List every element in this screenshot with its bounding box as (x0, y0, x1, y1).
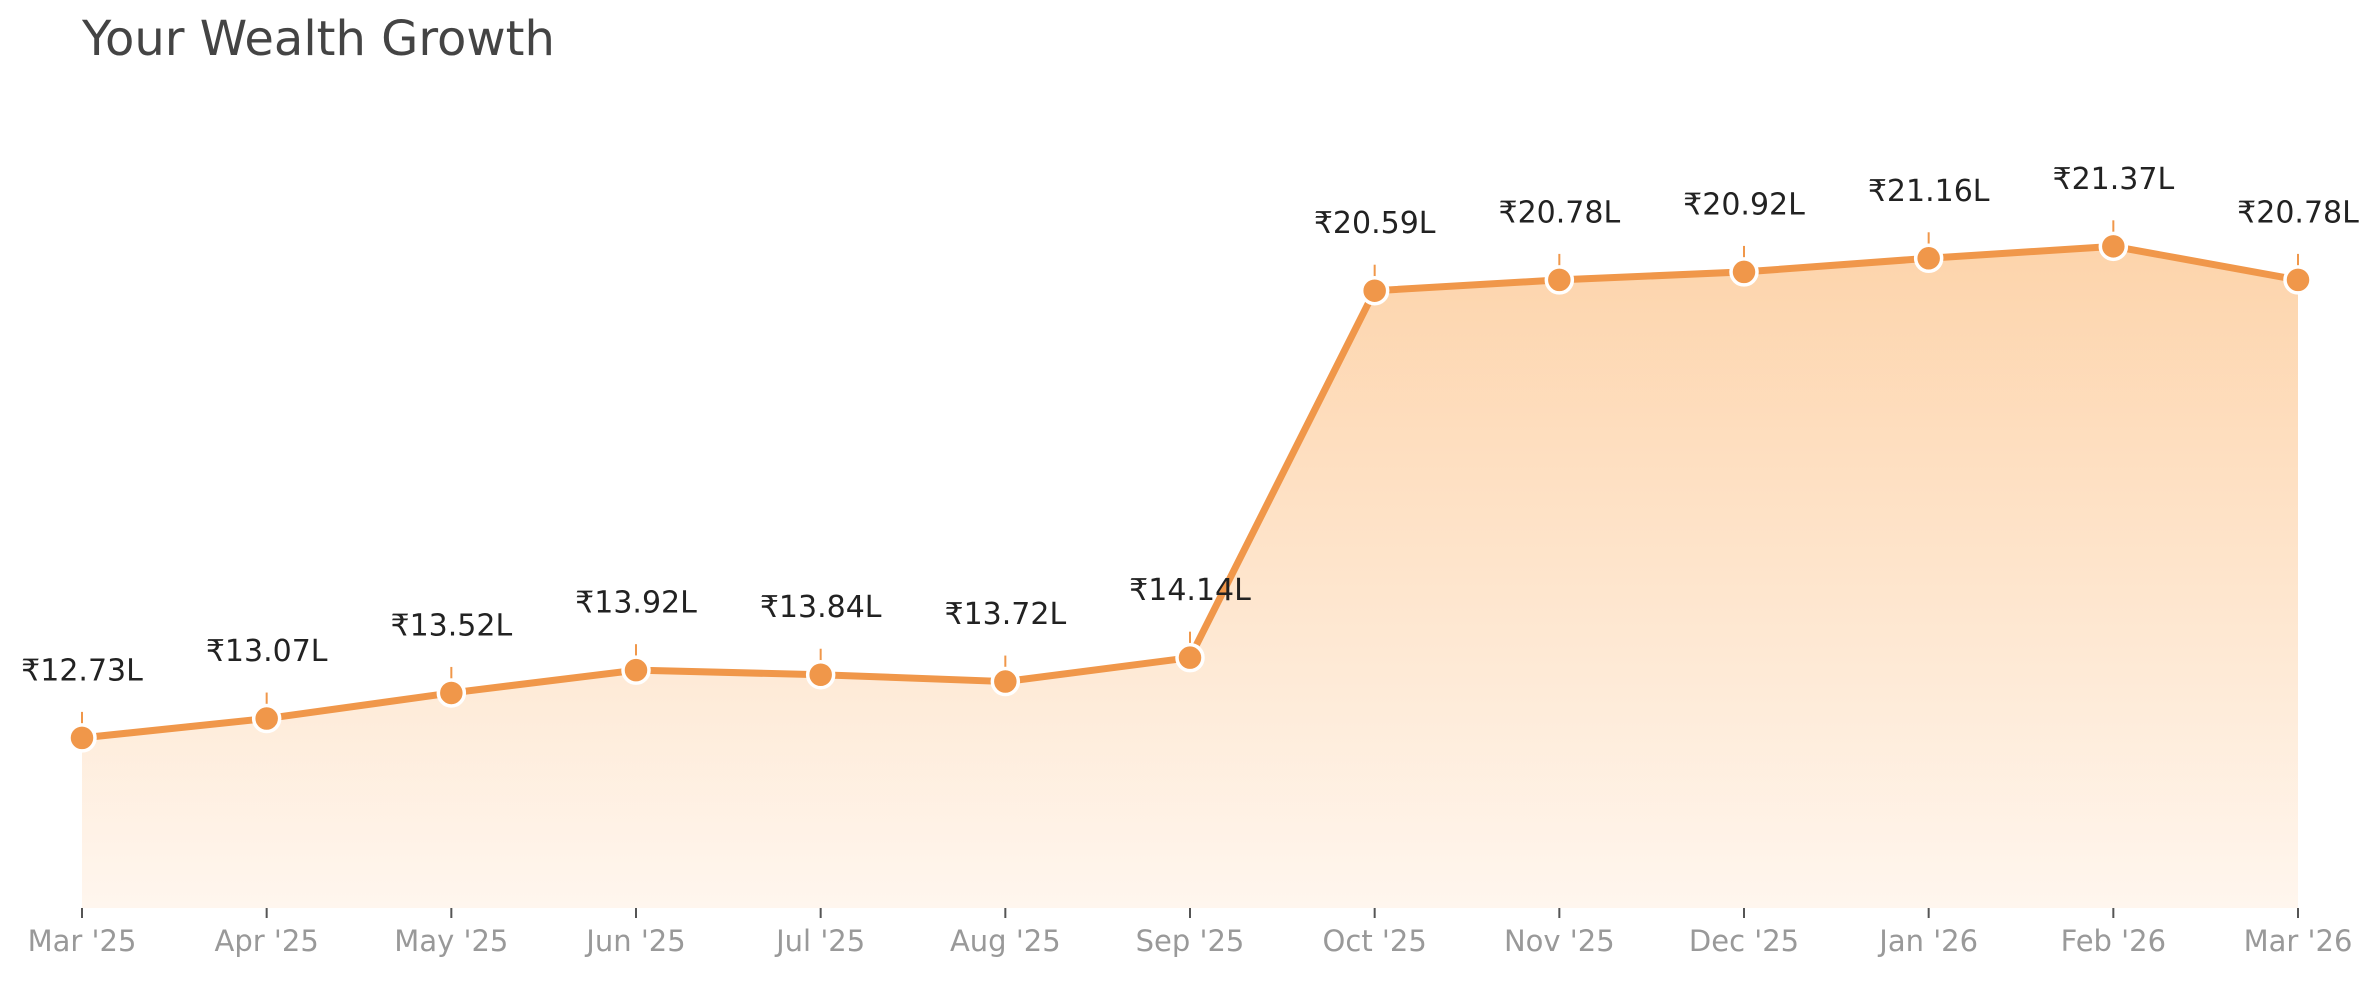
x-tick-label: May '25 (394, 924, 508, 958)
x-tick-label: Aug '25 (950, 924, 1061, 958)
area-fill (82, 246, 2298, 908)
x-tick-label: Feb '26 (2061, 924, 2166, 958)
x-tick-label: Sep '25 (1136, 924, 1245, 958)
value-label: ₹14.14L (1129, 573, 1251, 608)
x-tick-label: Dec '25 (1689, 924, 1799, 958)
point (621, 655, 651, 685)
x-tick-label: Jul '25 (774, 924, 865, 958)
point (1359, 275, 1390, 306)
point (1544, 265, 1575, 295)
value-label: ₹13.72L (944, 597, 1066, 632)
x-tick-label: Mar '25 (28, 924, 137, 958)
x-tick-label: Apr '25 (215, 924, 319, 958)
point (251, 703, 282, 734)
value-label: ₹13.52L (390, 608, 512, 643)
point (805, 659, 836, 690)
point (1729, 257, 1759, 287)
x-tick-label: Nov '25 (1504, 924, 1615, 958)
value-label: ₹20.78L (1498, 195, 1620, 230)
point (2098, 231, 2129, 262)
x-tick-label: Jan '26 (1877, 924, 1978, 958)
value-label: ₹12.73L (21, 653, 143, 688)
point (2283, 265, 2313, 295)
value-label: ₹20.78L (2237, 195, 2359, 230)
value-label: ₹13.92L (575, 586, 697, 621)
x-tick-label: Oct '25 (1323, 924, 1427, 958)
x-tick-label: Jun '25 (584, 924, 685, 958)
point (67, 723, 97, 753)
value-label: ₹20.92L (1683, 187, 1805, 222)
point (1175, 642, 1205, 673)
point (990, 666, 1021, 697)
point (1913, 243, 1944, 274)
value-label: ₹21.16L (1868, 174, 1990, 209)
value-label: ₹20.59L (1314, 206, 1436, 241)
value-label: ₹13.84L (760, 590, 882, 625)
value-label: ₹21.37L (2052, 162, 2174, 197)
point (436, 678, 467, 708)
x-tick-label: Mar '26 (2244, 924, 2353, 958)
value-label: ₹13.07L (206, 634, 328, 669)
chart-title: Your Wealth Growth (81, 11, 555, 67)
